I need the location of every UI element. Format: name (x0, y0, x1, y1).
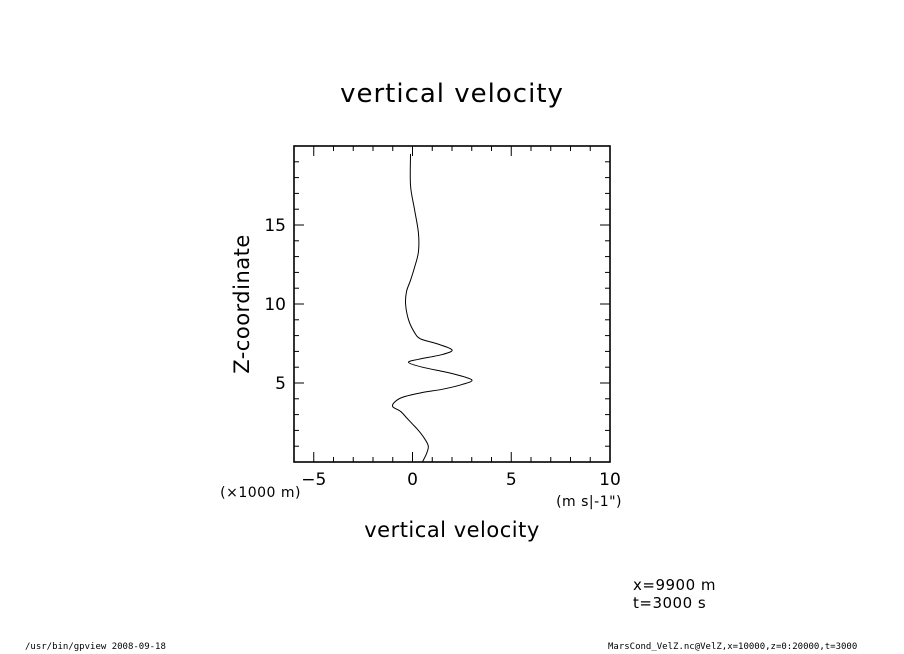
y-tick-label: 15 (264, 216, 286, 236)
x-axis-label: vertical velocity (364, 518, 540, 542)
y-axis-label: Z-coordinate (230, 234, 254, 374)
info-x: x=9900 m (633, 576, 716, 594)
chart-title: vertical velocity (340, 79, 564, 109)
x-tick-label: 10 (599, 470, 621, 490)
y-tick-label: 5 (275, 374, 286, 394)
x-tick-label: −5 (301, 470, 326, 490)
y-axis-units: (×1000 m) (220, 485, 301, 501)
footer-right: MarsCond_VelZ.nc@VelZ,x=10000,z=0:20000,… (608, 642, 858, 652)
plot-frame (293, 145, 611, 463)
info-t: t=3000 s (633, 594, 707, 612)
x-axis-units: (m s|-1") (556, 494, 622, 510)
x-tick-label: 0 (407, 470, 418, 490)
series-line (391, 153, 473, 463)
axis-ticks (293, 146, 611, 462)
x-tick-label: 5 (506, 470, 517, 490)
tick-labels: −5 0 5 10 5 10 15 (264, 216, 620, 490)
y-tick-label: 10 (264, 295, 286, 315)
footer-left: /usr/bin/gpview 2008-09-18 (25, 642, 166, 652)
plot-axes (293, 145, 611, 463)
